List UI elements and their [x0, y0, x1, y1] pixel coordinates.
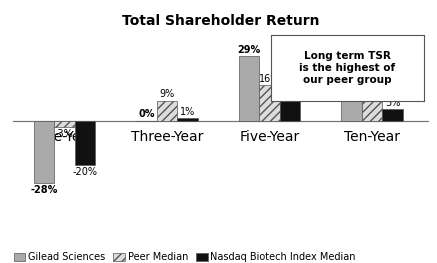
Bar [362, 100, 382, 120]
Title: Total Shareholder Return: Total Shareholder Return [122, 14, 319, 28]
Bar [177, 118, 198, 120]
Bar [75, 120, 95, 165]
Bar [34, 120, 54, 183]
Bar [259, 85, 280, 120]
Text: 16%: 16% [340, 74, 363, 84]
Text: 15%: 15% [279, 76, 301, 86]
Text: -28%: -28% [30, 185, 58, 195]
Bar [54, 120, 75, 127]
Bar [341, 85, 362, 120]
Bar [239, 56, 259, 120]
Legend: Gilead Sciences, Peer Median, Nasdaq Biotech Index Median: Gilead Sciences, Peer Median, Nasdaq Bio… [10, 249, 360, 263]
Text: 16%: 16% [259, 74, 280, 84]
Text: 1%: 1% [180, 107, 195, 117]
Text: -20%: -20% [73, 167, 97, 177]
Text: 0%: 0% [138, 109, 155, 119]
Bar [156, 100, 177, 120]
Text: 5%: 5% [385, 98, 400, 108]
Text: 29%: 29% [237, 45, 260, 55]
Text: 9%: 9% [159, 89, 174, 99]
Text: -3%: -3% [55, 129, 74, 139]
Bar [382, 109, 402, 120]
Bar [280, 87, 300, 120]
Text: 9%: 9% [364, 89, 379, 99]
